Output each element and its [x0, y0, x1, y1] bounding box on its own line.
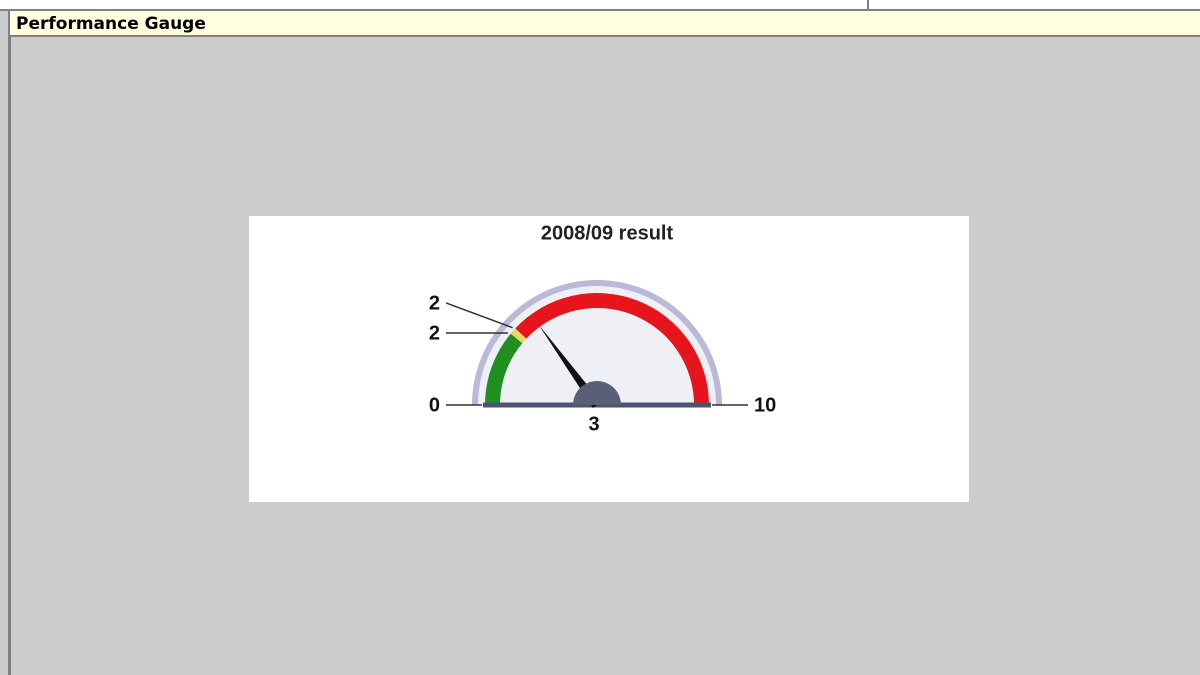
tick-label: 2 — [429, 292, 440, 314]
gauge-band — [510, 328, 527, 344]
value-label: 3 — [588, 413, 599, 435]
top-bar — [0, 0, 1200, 11]
divider — [867, 0, 869, 9]
tick-label: 10 — [754, 394, 776, 416]
panel-header: Performance Gauge — [8, 11, 1200, 37]
chart-title: 2008/09 result — [541, 222, 674, 244]
gauge-band — [485, 333, 523, 405]
gauge-band — [515, 293, 709, 405]
panel-border — [8, 37, 11, 675]
tick-label: 2 — [429, 322, 440, 344]
tick-label: 0 — [429, 394, 440, 416]
needle-hub — [573, 381, 621, 405]
tick-leader — [445, 302, 513, 329]
gauge-chart: 2008/09 result 0 2 2 10 3 — [249, 216, 969, 502]
